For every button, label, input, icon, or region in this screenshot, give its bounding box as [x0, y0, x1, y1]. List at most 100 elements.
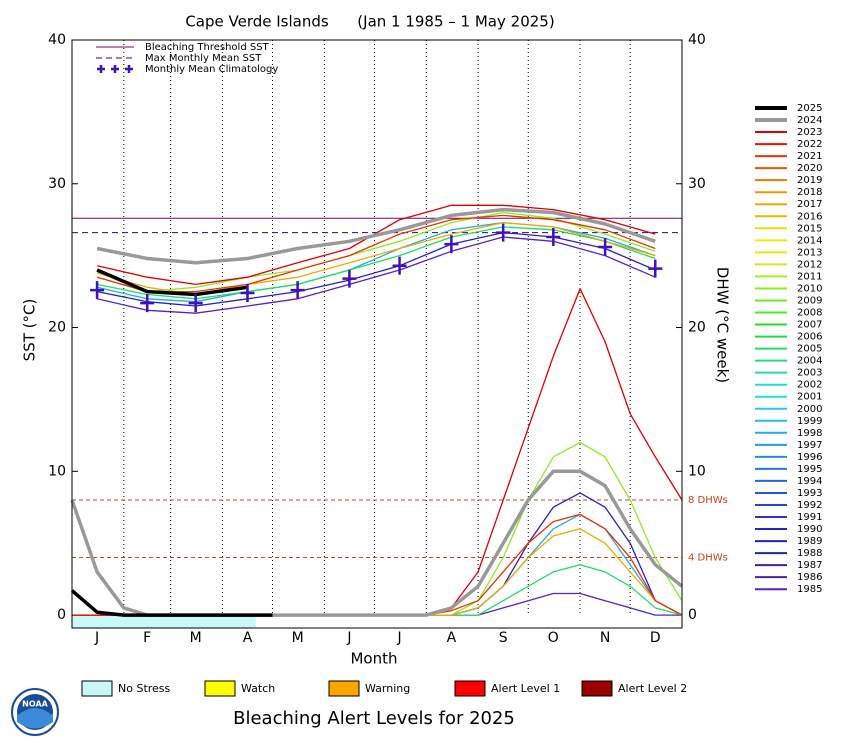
legend-label: 1991 — [797, 512, 822, 523]
legend-label: Max Monthly Mean SST — [145, 53, 262, 64]
legend-swatch — [125, 65, 133, 73]
legend-label: 2010 — [797, 283, 822, 294]
alert-swatch — [454, 680, 486, 697]
y-tick-label: 30 — [48, 176, 66, 192]
x-axis-label: Month — [350, 650, 397, 668]
subtitle: Bleaching Alert Levels for 2025 — [233, 708, 515, 729]
plot-frame — [71, 39, 683, 629]
x-tick-label: N — [600, 630, 610, 646]
alert-swatch — [81, 680, 113, 697]
sst-line — [96, 214, 656, 293]
x-tick-label: S — [499, 630, 508, 646]
legend-label: 1996 — [797, 452, 822, 463]
legend-label: 2006 — [797, 332, 822, 343]
legend-label: 2001 — [797, 392, 822, 403]
legend-label: 1985 — [797, 584, 822, 595]
legend-label: Bleaching Threshold SST — [145, 42, 270, 53]
legend-label: 2009 — [797, 295, 822, 306]
y2-tick-label: 10 — [688, 463, 706, 479]
sst-line — [96, 231, 656, 307]
alert-label: Warning — [365, 682, 410, 695]
y-tick-label: 10 — [48, 463, 66, 479]
legend-label: 2002 — [797, 380, 822, 391]
legend-label: 2013 — [797, 247, 822, 258]
dhw-level-label: 8 DHWs — [688, 495, 728, 506]
alert-period — [72, 615, 256, 628]
legend-label: 1988 — [797, 548, 822, 559]
climatology-marker — [392, 256, 407, 275]
legend-label: 2012 — [797, 259, 822, 270]
alert-swatch — [328, 680, 360, 697]
y2-tick-label: 0 — [688, 607, 697, 623]
legend-label: 1989 — [797, 536, 822, 547]
legend-label: 2011 — [797, 271, 822, 282]
logo-wave — [17, 708, 53, 729]
sst-line — [96, 268, 248, 297]
climatology-marker — [90, 281, 105, 300]
legend-label: 2005 — [797, 344, 822, 355]
legend-label: 2004 — [797, 356, 822, 367]
legend-label: 2017 — [797, 199, 822, 210]
alert-label: Alert Level 2 — [618, 682, 687, 695]
alert-swatch — [204, 680, 236, 697]
legend-label: 2016 — [797, 211, 822, 222]
legend-label: 1993 — [797, 488, 822, 499]
y2-axis-label: DHW (°C week) — [714, 267, 732, 383]
alert-label: Watch — [241, 682, 275, 695]
legend-label: 2023 — [797, 127, 822, 138]
x-tick-label: M — [292, 630, 304, 646]
legend-label: 1999 — [797, 416, 822, 427]
climatology-marker — [240, 284, 255, 303]
sst-line — [96, 226, 656, 300]
legend-label: 1987 — [797, 560, 822, 571]
y2-tick-label: 30 — [688, 176, 706, 192]
x-tick-label: A — [447, 630, 457, 646]
alert-label: No Stress — [118, 682, 171, 695]
climatology-marker — [496, 223, 511, 242]
dhw-level-label: 4 DHWs — [688, 553, 728, 564]
climatology-marker — [140, 294, 155, 313]
x-tick-label: A — [243, 630, 253, 646]
climatology-marker — [598, 238, 613, 257]
y2-tick-label: 40 — [688, 32, 706, 48]
sst-line — [96, 207, 656, 265]
legend-label: 2018 — [797, 187, 822, 198]
legend-label: 1990 — [797, 524, 822, 535]
legend-label: 2000 — [797, 404, 822, 415]
legend-label: 2025 — [797, 103, 822, 114]
legend-label: 2019 — [797, 175, 822, 186]
y-tick-label: 20 — [48, 320, 66, 336]
y-axis-label: SST (°C) — [21, 299, 39, 362]
y-tick-label: 0 — [57, 607, 66, 623]
x-tick-label: O — [548, 630, 559, 646]
x-tick-label: M — [190, 630, 202, 646]
y2-tick-label: 20 — [688, 320, 706, 336]
legend-label: 1986 — [797, 572, 822, 583]
legend-label: 1997 — [797, 440, 822, 451]
legend-label: 2024 — [797, 115, 822, 126]
legend-label: 2021 — [797, 151, 822, 162]
legend-label: Monthly Mean Climatology — [145, 64, 278, 75]
legend-swatch — [97, 65, 105, 73]
legend-label: 2007 — [797, 320, 822, 331]
climatology-marker — [648, 259, 663, 278]
climatology-marker — [546, 227, 561, 246]
climatology-marker — [444, 235, 459, 254]
climatology-marker — [342, 269, 357, 288]
logo: NOAA — [11, 688, 59, 736]
alert-swatch — [581, 680, 613, 697]
alert-label: Alert Level 1 — [491, 682, 560, 695]
x-tick-label: J — [94, 630, 99, 646]
legend-label: 2022 — [797, 139, 822, 150]
legend-label: 2003 — [797, 368, 822, 379]
legend-label: 2020 — [797, 163, 822, 174]
legend-label: 1992 — [797, 500, 822, 511]
y-tick-label: 40 — [48, 32, 66, 48]
x-tick-label: D — [650, 630, 661, 646]
legend-label: 1995 — [797, 464, 822, 475]
x-tick-label: J — [396, 630, 401, 646]
legend-label: 2008 — [797, 308, 822, 319]
legend-swatch — [111, 65, 119, 73]
legend-label: 2014 — [797, 235, 822, 246]
